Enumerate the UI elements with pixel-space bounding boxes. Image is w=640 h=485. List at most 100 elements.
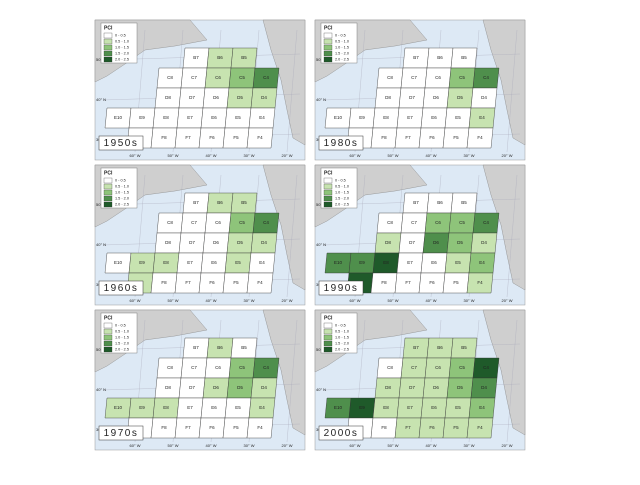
legend-swatch bbox=[323, 50, 333, 57]
cell-label: E10 bbox=[334, 405, 343, 410]
cell-label: E9 bbox=[139, 260, 145, 265]
lon-label: 30° W bbox=[244, 443, 255, 448]
cell-label: D8 bbox=[165, 240, 171, 245]
cell-label: F8 bbox=[381, 425, 387, 430]
cell-label: D4 bbox=[481, 95, 487, 100]
cell-label: C7 bbox=[191, 220, 197, 225]
cell-label: E8 bbox=[163, 260, 169, 265]
cell-label: C6 bbox=[215, 220, 221, 225]
cell-label: F5 bbox=[233, 280, 239, 285]
legend-label: 0 - 0.5 bbox=[335, 179, 346, 183]
legend-swatch bbox=[323, 322, 333, 329]
cell-label: F4 bbox=[257, 425, 263, 430]
cell-label: C7 bbox=[191, 365, 197, 370]
cell-label: C7 bbox=[191, 75, 197, 80]
cell-label: F8 bbox=[381, 280, 387, 285]
cell-label: B5 bbox=[461, 200, 467, 205]
cell-label: E9 bbox=[359, 115, 365, 120]
cell-label: B6 bbox=[217, 200, 223, 205]
cell-label: C6 bbox=[215, 75, 221, 80]
legend-label: 1.0 - 1.5 bbox=[335, 336, 349, 340]
cell-label: B5 bbox=[241, 55, 247, 60]
legend-label: 0 - 0.5 bbox=[335, 324, 346, 328]
cell-label: C4 bbox=[483, 365, 489, 370]
lon-label: 20° W bbox=[282, 298, 293, 303]
lon-label: 50° W bbox=[388, 298, 399, 303]
graticule bbox=[286, 29, 298, 153]
decade-box bbox=[318, 425, 364, 441]
map-panel: 50° N40° N30° N60° W50° W40° W30° W20° W… bbox=[94, 164, 306, 306]
decade-box bbox=[98, 425, 144, 441]
lon-label: 20° W bbox=[502, 298, 513, 303]
cell-label: E7 bbox=[187, 260, 193, 265]
legend-label: 0 - 0.5 bbox=[115, 179, 126, 183]
cell-label: B6 bbox=[217, 55, 223, 60]
cell-label: E9 bbox=[359, 260, 365, 265]
land bbox=[262, 164, 306, 291]
cell-label: B7 bbox=[193, 200, 199, 205]
cell-label: D8 bbox=[385, 240, 391, 245]
legend-swatch bbox=[103, 50, 113, 57]
legend-title: PCI bbox=[324, 25, 333, 31]
legend-label: 1.5 - 2.0 bbox=[115, 52, 129, 56]
lat-label: 40° N bbox=[316, 242, 326, 247]
cell-label: E6 bbox=[211, 405, 217, 410]
lon-label: 60° W bbox=[130, 443, 141, 448]
cell-label: B6 bbox=[437, 345, 443, 350]
cell-label: E8 bbox=[383, 115, 389, 120]
cell-label: C4 bbox=[263, 220, 269, 225]
cell-label: D6 bbox=[433, 240, 439, 245]
cell-label: D8 bbox=[385, 95, 391, 100]
legend-label: 0.5 - 1.0 bbox=[335, 185, 349, 189]
cell-label: F4 bbox=[257, 280, 263, 285]
cell-label: C6 bbox=[435, 365, 441, 370]
lon-label: 60° W bbox=[130, 298, 141, 303]
pci-cell bbox=[466, 272, 494, 294]
cell-label: D6 bbox=[433, 385, 439, 390]
lon-label: 30° W bbox=[464, 153, 475, 158]
legend-swatch bbox=[103, 328, 113, 335]
cell-label: D8 bbox=[165, 385, 171, 390]
cell-label: E6 bbox=[211, 260, 217, 265]
cell-label: C7 bbox=[411, 220, 417, 225]
cell-label: C8 bbox=[167, 220, 173, 225]
legend-title: PCI bbox=[104, 315, 113, 321]
map-panel: 50° N40° N30° N60° W50° W40° W30° W20° W… bbox=[94, 309, 306, 451]
legend-swatch bbox=[103, 201, 113, 208]
cell-label: D7 bbox=[409, 385, 415, 390]
lat-label: 40° N bbox=[96, 97, 106, 102]
legend-label: 2.0 - 2.5 bbox=[335, 203, 349, 207]
cell-label: F7 bbox=[185, 135, 191, 140]
cell-label: F6 bbox=[209, 425, 215, 430]
cell-label: D8 bbox=[165, 95, 171, 100]
pci-cell bbox=[246, 417, 274, 439]
cell-label: C5 bbox=[459, 220, 465, 225]
lon-label: 50° W bbox=[388, 443, 399, 448]
decade-label: 1960s bbox=[104, 283, 139, 294]
cell-label: D7 bbox=[189, 385, 195, 390]
legend-label: 1.0 - 1.5 bbox=[115, 191, 129, 195]
cell-label: E4 bbox=[479, 115, 485, 120]
cell-label: F7 bbox=[405, 425, 411, 430]
cell-label: B6 bbox=[437, 200, 443, 205]
map-panel: 50° N40° N30° N60° W50° W40° W30° W20° W… bbox=[314, 19, 526, 161]
legend-label: 0.5 - 1.0 bbox=[115, 330, 129, 334]
graticule bbox=[286, 174, 298, 298]
graticule bbox=[286, 319, 298, 443]
lon-label: 50° W bbox=[168, 153, 179, 158]
cell-label: E5 bbox=[455, 405, 461, 410]
cell-label: F5 bbox=[453, 135, 459, 140]
legend-label: 2.0 - 2.5 bbox=[115, 58, 129, 62]
cell-label: C4 bbox=[483, 220, 489, 225]
cell-label: C5 bbox=[459, 365, 465, 370]
cell-label: B5 bbox=[461, 55, 467, 60]
legend-title: PCI bbox=[104, 170, 113, 176]
cell-label: E7 bbox=[187, 405, 193, 410]
cell-label: C8 bbox=[167, 365, 173, 370]
cell-label: F5 bbox=[233, 135, 239, 140]
cell-label: F8 bbox=[161, 135, 167, 140]
cell-label: D4 bbox=[481, 385, 487, 390]
cell-label: D5 bbox=[237, 240, 243, 245]
cell-label: F6 bbox=[429, 425, 435, 430]
